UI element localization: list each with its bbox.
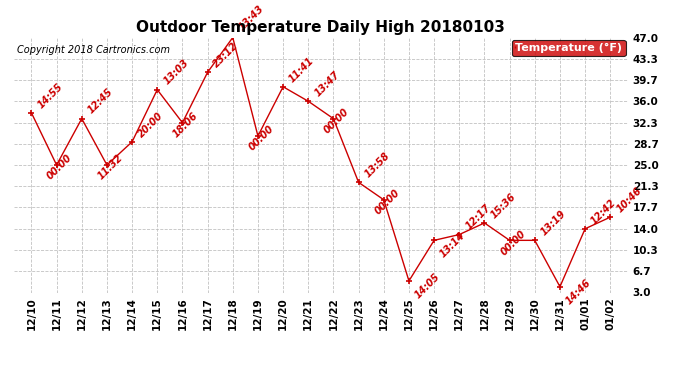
Text: 00:00: 00:00 bbox=[373, 188, 402, 216]
Text: 23:12: 23:12 bbox=[212, 40, 241, 69]
Text: 00:00: 00:00 bbox=[46, 153, 75, 182]
Text: 00:00: 00:00 bbox=[498, 228, 527, 257]
Text: 20:00: 20:00 bbox=[136, 110, 165, 139]
Text: 13:43: 13:43 bbox=[237, 3, 266, 32]
Text: 18:06: 18:06 bbox=[171, 111, 200, 140]
Text: 13:47: 13:47 bbox=[313, 70, 342, 99]
Text: 00:00: 00:00 bbox=[247, 124, 276, 153]
Legend: Temperature (°F): Temperature (°F) bbox=[512, 40, 626, 57]
Text: 13:14: 13:14 bbox=[438, 231, 467, 260]
Text: 14:55: 14:55 bbox=[36, 81, 64, 110]
Text: 15:36: 15:36 bbox=[489, 191, 518, 220]
Text: 12:17: 12:17 bbox=[464, 203, 493, 232]
Text: 14:46: 14:46 bbox=[564, 277, 593, 306]
Text: 12:42: 12:42 bbox=[589, 197, 618, 226]
Text: 13:19: 13:19 bbox=[539, 209, 568, 238]
Text: 10:46: 10:46 bbox=[615, 186, 643, 214]
Text: 12:45: 12:45 bbox=[86, 87, 115, 116]
Text: Copyright 2018 Cartronics.com: Copyright 2018 Cartronics.com bbox=[17, 45, 170, 55]
Text: 14:05: 14:05 bbox=[413, 272, 442, 300]
Text: 13:58: 13:58 bbox=[363, 151, 392, 180]
Text: 13:03: 13:03 bbox=[161, 58, 190, 87]
Title: Outdoor Temperature Daily High 20180103: Outdoor Temperature Daily High 20180103 bbox=[137, 20, 505, 35]
Text: 00:00: 00:00 bbox=[322, 106, 351, 135]
Text: 11:41: 11:41 bbox=[287, 55, 316, 84]
Text: 11:32: 11:32 bbox=[96, 153, 125, 182]
